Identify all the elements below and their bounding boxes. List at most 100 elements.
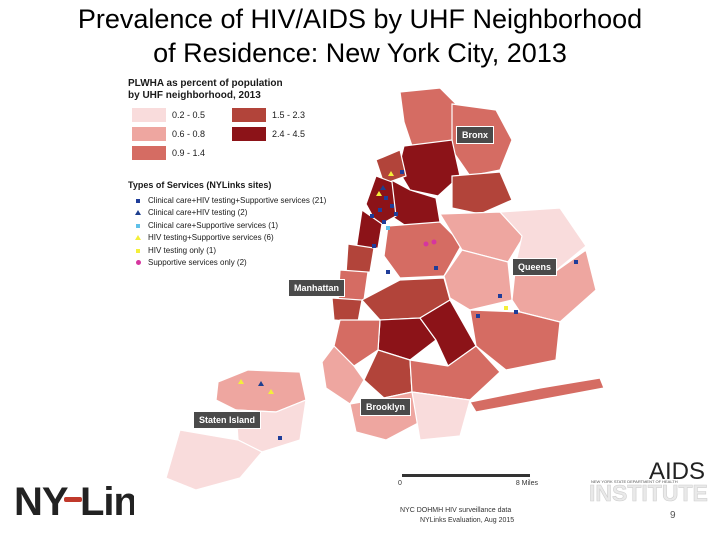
aids-institute-logo: NEW YORK STATE DEPARTMENT OF HEALTH AIDS… [585, 458, 715, 508]
borough-label-bronx: Bronx [456, 126, 495, 144]
site-marker [390, 204, 394, 208]
site-marker [423, 241, 429, 247]
legend-range-label: 0.2 - 0.5 [172, 110, 206, 120]
neighborhood-staten-south [165, 429, 263, 491]
site-marker [394, 212, 398, 216]
neighborhood-queens-north [438, 211, 525, 263]
services-legend: Clinical care+HIV testing+Supportive ser… [132, 194, 378, 269]
legend-swatch [132, 146, 166, 160]
blue-triangle-marker-icon [135, 210, 141, 216]
site-marker [278, 436, 282, 440]
service-legend-item: HIV testing+Supportive services (6) [132, 232, 378, 245]
service-legend-item: Clinical care+HIV testing+Supportive ser… [132, 194, 378, 207]
site-marker [238, 379, 244, 384]
borough-label-staten-island: Staten Island [193, 411, 262, 429]
legend-swatch [232, 127, 266, 141]
yellow-triangle-marker-icon [135, 235, 141, 241]
legend-range-label: 0.6 - 0.8 [172, 129, 206, 139]
yellow-square-marker-icon [136, 248, 140, 253]
title-line-2: of Residence: New York City, 2013 [153, 38, 567, 68]
borough-label-manhattan: Manhattan [288, 279, 345, 297]
site-marker [376, 191, 382, 196]
site-marker [386, 270, 390, 274]
service-markers [238, 170, 578, 440]
legend-range-item: 0.2 - 0.5 [132, 108, 232, 122]
scale-start-label: 0 [398, 480, 402, 487]
light-blue-square-marker-icon [136, 223, 140, 228]
legend-swatch [232, 108, 266, 122]
svg-text:NY: NY [14, 480, 69, 521]
service-legend-item: HIV testing only (1) [132, 244, 378, 257]
services-legend-title: Types of Services (NYLinks sites) [128, 180, 272, 190]
neighborhood-bronx-sw [375, 149, 407, 185]
map-scale-bar: 0 8 Miles [398, 474, 538, 494]
site-marker [400, 170, 404, 174]
service-legend-label: HIV testing+Supportive services (6) [148, 233, 274, 243]
slide-title: Prevalence of HIV/AIDS by UHF Neighborho… [0, 2, 720, 70]
title-line-1: Prevalence of HIV/AIDS by UHF Neighborho… [77, 4, 643, 34]
scale-bar-line [402, 474, 530, 477]
neighborhood-manhattan-harlem [355, 208, 383, 251]
site-marker [434, 266, 438, 270]
neighborhood-brooklyn-west [333, 319, 381, 367]
site-marker [386, 226, 390, 230]
aids-logo-text: AIDS [648, 458, 705, 485]
neighborhood-brooklyn-southeast [411, 391, 471, 441]
site-marker [431, 239, 437, 245]
site-marker [258, 381, 264, 386]
legend-title-line-1: PLWHA as percent of population [128, 78, 283, 89]
svg-text:Lin: Lin [80, 480, 134, 521]
page-number: 9 [670, 510, 676, 521]
service-legend-label: HIV testing only (1) [148, 245, 217, 255]
site-marker [476, 314, 480, 318]
site-marker [378, 208, 382, 212]
borough-label-brooklyn: Brooklyn [360, 398, 412, 416]
service-legend-label: Supportive services only (2) [148, 258, 247, 268]
legend-swatch [132, 108, 166, 122]
legend-swatch [132, 127, 166, 141]
neighborhood-manhattan-upper [345, 243, 375, 275]
aids-logo-small-text: NEW YORK STATE DEPARTMENT OF HEALTH [591, 479, 678, 484]
site-marker [380, 185, 386, 190]
neighborhood-manhattan-north [365, 175, 397, 227]
source-line-1: NYC DOHMH HIV surveillance data [400, 507, 512, 514]
scale-end-label: 8 Miles [515, 480, 538, 487]
legend-range-label: 2.4 - 4.5 [272, 129, 306, 139]
legend-range-label: 1.5 - 2.3 [272, 110, 306, 120]
site-marker [574, 260, 578, 264]
map-legend: PLWHA as percent of population by UHF ne… [128, 78, 378, 269]
site-marker [384, 196, 388, 200]
site-marker [370, 214, 374, 218]
site-marker [514, 310, 518, 314]
site-marker [382, 220, 386, 224]
legend-range-item: 1.5 - 2.3 [232, 108, 332, 122]
nylinks-logo-art: NY Lin [14, 480, 134, 521]
neighborhood-queens-rockaway [469, 377, 605, 413]
neighborhood-bronx-southeast [451, 171, 513, 215]
legend-range-item: 0.9 - 1.4 [132, 146, 232, 160]
service-legend-label: Clinical care+HIV testing (2) [148, 208, 248, 218]
borough-label-queens: Queens [512, 258, 558, 276]
site-marker [504, 306, 508, 310]
legend-title-line-2: by UHF neighborhood, 2013 [128, 90, 261, 101]
service-legend-label: Clinical care+Supportive services (1) [148, 220, 279, 230]
magenta-circle-marker-icon [135, 260, 141, 266]
legend-ranges: 0.2 - 0.5 1.5 - 2.3 0.6 - 0.8 2.4 - 4.5 … [132, 108, 378, 160]
site-marker [372, 244, 376, 248]
service-legend-item: Clinical care+HIV testing (2) [132, 207, 378, 220]
nylinks-logo: NY Lin [14, 472, 134, 521]
neighborhood-bronx-central [397, 139, 461, 197]
service-legend-label: Clinical care+HIV testing+Supportive ser… [148, 195, 327, 205]
legend-range-label: 0.9 - 1.4 [172, 148, 206, 158]
source-line-2: NYLinks Evaluation, Aug 2015 [420, 517, 515, 524]
neighborhood-manhattan-lower [331, 297, 363, 323]
map-source-note: NYC DOHMH HIV surveillance data NYLinks … [400, 506, 514, 526]
service-legend-item: Supportive services only (2) [132, 257, 378, 270]
blue-square-marker-icon [136, 198, 140, 203]
institute-logo-text: INSTITUTE [589, 480, 708, 507]
site-marker [268, 389, 274, 394]
site-marker [388, 171, 394, 176]
site-marker [498, 294, 502, 298]
legend-range-item: 2.4 - 4.5 [232, 127, 332, 141]
